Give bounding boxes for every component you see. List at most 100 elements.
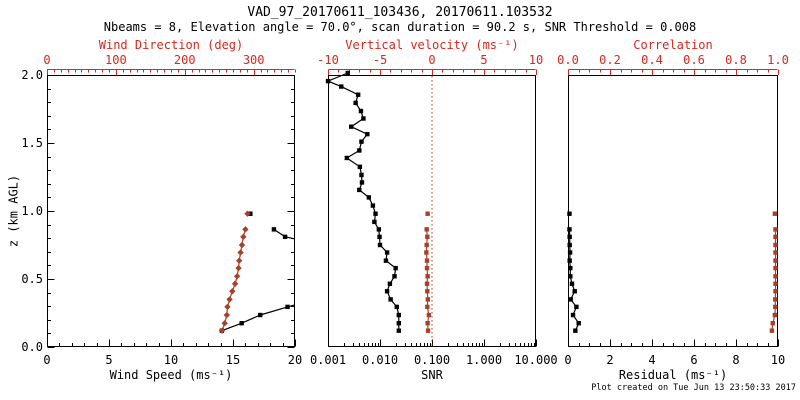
bottom-tick-label: 0.010 bbox=[362, 353, 398, 367]
snr-marker bbox=[384, 289, 390, 294]
bottom-tick-label: 2 bbox=[606, 353, 613, 367]
wind-direction-marker bbox=[240, 233, 247, 241]
snr-marker bbox=[365, 131, 370, 137]
z-axis-label: z (km AGL) bbox=[6, 174, 21, 248]
bottom-tick-label: 4 bbox=[648, 353, 655, 367]
residual-marker bbox=[568, 274, 573, 279]
plot-subtitle: Nbeams = 8, Elevation angle = 70.0°, sca… bbox=[103, 20, 697, 34]
correlation-axis-label: Correlation bbox=[633, 38, 713, 52]
plot-created-timestamp: Plot created on Tue Jun 13 23:50:33 2017 bbox=[591, 383, 796, 393]
y-tick-label: 1.5 bbox=[21, 136, 43, 150]
wind-direction-marker bbox=[226, 296, 233, 303]
wind-direction-axis-label: Wind Direction (deg) bbox=[98, 38, 244, 52]
wind-direction-marker bbox=[224, 303, 231, 311]
snr-marker bbox=[387, 281, 393, 286]
correlation-marker bbox=[773, 289, 778, 294]
snr-marker bbox=[359, 139, 364, 144]
snr-marker bbox=[359, 180, 365, 185]
snr-marker bbox=[384, 250, 390, 255]
vertical-velocity-marker bbox=[426, 312, 432, 318]
wind-speed-marker bbox=[258, 312, 263, 318]
vertical-velocity-marker bbox=[425, 297, 431, 302]
snr-marker bbox=[339, 84, 344, 89]
series-vertical-velocity bbox=[424, 211, 432, 333]
panel-snr: 0.001 0.010 0.100 1.000 10.000 -10 -5 0 5 10 bbox=[310, 53, 558, 367]
vertical-velocity-marker bbox=[424, 242, 429, 248]
residual-axis-label: Residual (ms⁻¹) bbox=[618, 368, 728, 382]
top-axis-ticks bbox=[47, 69, 296, 75]
plot-title: VAD_97_20170611_103436, 20170611.103532 bbox=[247, 5, 553, 20]
y-tick-label: 1.0 bbox=[21, 204, 43, 218]
wind-speed-line bbox=[221, 304, 296, 332]
vertical-velocity-marker bbox=[424, 227, 429, 232]
snr-marker bbox=[376, 227, 382, 232]
snr-marker bbox=[345, 70, 350, 76]
wind-direction-marker bbox=[244, 210, 251, 217]
bottom-tick-label: 5 bbox=[105, 353, 112, 367]
top-tick-label: 5 bbox=[480, 53, 487, 67]
snr-marker bbox=[383, 258, 389, 263]
bottom-tick-label: 0 bbox=[43, 353, 50, 367]
residual-marker bbox=[568, 297, 573, 302]
top-tick-label: 100 bbox=[105, 53, 127, 67]
wind-direction-marker bbox=[235, 264, 242, 272]
snr-axis-label: SNR bbox=[421, 368, 443, 382]
bottom-axis-ticks bbox=[47, 339, 296, 347]
snr-marker bbox=[396, 328, 402, 333]
wind-direction-marker bbox=[238, 241, 246, 249]
vertical-velocity-marker bbox=[424, 258, 430, 263]
vertical-velocity-marker bbox=[424, 265, 430, 271]
wind-direction-marker bbox=[233, 273, 241, 280]
vertical-velocity-marker bbox=[424, 250, 429, 255]
correlation-marker bbox=[773, 242, 778, 248]
correlation-marker bbox=[773, 274, 778, 279]
snr-marker bbox=[366, 195, 372, 200]
snr-marker bbox=[358, 108, 364, 114]
panel-border bbox=[568, 75, 778, 347]
correlation-marker bbox=[772, 211, 778, 216]
vertical-velocity-marker bbox=[425, 234, 430, 240]
bottom-axis-ticks bbox=[568, 339, 779, 347]
residual-marker bbox=[567, 211, 572, 216]
vertical-velocity-marker bbox=[425, 289, 430, 294]
snr-marker bbox=[393, 265, 398, 271]
bottom-tick-label: 6 bbox=[690, 353, 697, 367]
snr-marker bbox=[392, 274, 397, 279]
wind-direction-marker bbox=[237, 249, 244, 256]
snr-marker bbox=[372, 219, 377, 225]
snr-marker bbox=[373, 211, 378, 216]
residual-marker bbox=[567, 227, 572, 232]
correlation-marker bbox=[773, 250, 778, 255]
correlation-marker bbox=[773, 234, 778, 240]
bottom-tick-label: 10 bbox=[771, 353, 785, 367]
top-tick-label: 10 bbox=[529, 53, 543, 67]
wind-speed-marker bbox=[285, 304, 290, 310]
snr-marker bbox=[370, 203, 376, 208]
residual-marker bbox=[567, 234, 572, 240]
snr-marker bbox=[396, 321, 402, 326]
bottom-tick-label: 10 bbox=[164, 353, 178, 367]
series-wind-direction bbox=[218, 210, 251, 334]
snr-line bbox=[326, 72, 400, 331]
series-correlation bbox=[769, 211, 778, 333]
snr-marker bbox=[377, 242, 383, 248]
vertical-velocity-axis-label: Vertical velocity (ms⁻¹) bbox=[345, 38, 519, 52]
vertical-velocity-marker bbox=[424, 281, 430, 286]
snr-marker bbox=[344, 155, 350, 161]
y-tick-label: 0.0 bbox=[21, 340, 43, 354]
snr-marker bbox=[349, 124, 354, 129]
vertical-velocity-marker bbox=[425, 211, 430, 216]
snr-marker bbox=[325, 78, 331, 84]
series-wind-speed bbox=[219, 211, 296, 333]
vertical-velocity-marker bbox=[425, 304, 430, 310]
series-residual bbox=[567, 211, 581, 333]
wind-direction-marker bbox=[231, 280, 239, 287]
correlation-marker bbox=[773, 265, 778, 271]
correlation-marker bbox=[773, 297, 778, 302]
bottom-tick-label: 10.000 bbox=[514, 353, 557, 367]
wind-direction-marker bbox=[229, 288, 236, 295]
correlation-marker bbox=[773, 227, 778, 232]
